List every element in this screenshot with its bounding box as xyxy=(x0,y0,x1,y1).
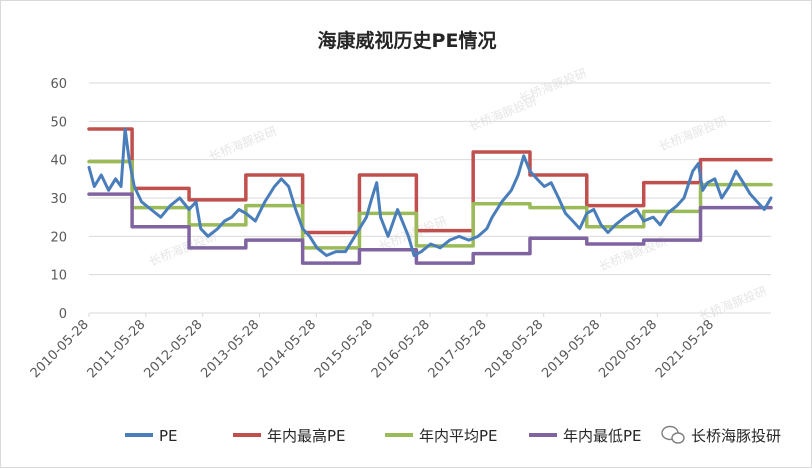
brand-label: 长桥海豚投研 xyxy=(691,427,781,445)
x-tick-label: 2013-05-28 xyxy=(198,317,262,381)
y-tick-label: 40 xyxy=(50,154,67,169)
series-layer xyxy=(87,127,773,265)
x-tick-label: 2019-05-28 xyxy=(539,317,603,381)
y-tick-label: 50 xyxy=(50,115,67,130)
legend-label: 年内最低PE xyxy=(563,427,642,445)
series-line-min xyxy=(87,192,773,265)
x-tick-label: 2018-05-28 xyxy=(482,317,546,381)
watermark-text: 长桥海豚投研 xyxy=(697,283,769,324)
chart-title: 海康威视历史PE情况 xyxy=(318,29,497,52)
watermark-text: 长桥海豚投研 xyxy=(467,93,539,134)
legend: PE 年内最高PE 年内平均PE 年内最低PE xyxy=(125,427,642,445)
y-axis-ticks: 0 10 20 30 40 50 60 xyxy=(50,77,67,322)
watermark-text: 长桥海豚投研 xyxy=(207,123,279,164)
x-tick-label: 2012-05-28 xyxy=(142,317,206,381)
y-tick-label: 60 xyxy=(50,77,67,92)
series-line-avg xyxy=(87,159,773,250)
series-line-max xyxy=(87,127,773,235)
x-tick-label: 2017-05-28 xyxy=(426,317,490,381)
x-tick-label: 2020-05-28 xyxy=(596,317,660,381)
x-tick-label: 2016-05-28 xyxy=(369,317,433,381)
x-tick-label: 2015-05-28 xyxy=(312,317,376,381)
y-tick-label: 10 xyxy=(50,269,67,284)
y-tick-label: 30 xyxy=(50,192,67,207)
y-tick-label: 0 xyxy=(59,307,67,322)
legend-label: 年内平均PE xyxy=(419,427,498,445)
series-line-pe xyxy=(87,127,773,257)
brand-mark: 长桥海豚投研 xyxy=(661,425,781,445)
wechat-icon xyxy=(661,425,685,444)
x-tick-label: 2014-05-28 xyxy=(255,317,319,381)
watermark-text: 长桥海豚投研 xyxy=(657,113,729,154)
x-tick-label: 2010-05-28 xyxy=(28,317,92,381)
legend-label: 年内最高PE xyxy=(267,427,346,445)
y-tick-label: 20 xyxy=(50,230,67,245)
x-tick-label: 2011-05-28 xyxy=(85,317,149,381)
x-tick-label: 2021-05-28 xyxy=(653,317,717,381)
x-axis-ticks: 2010-05-282011-05-282012-05-282013-05-28… xyxy=(28,313,717,381)
legend-label: PE xyxy=(159,427,178,445)
gridlines xyxy=(89,82,771,276)
